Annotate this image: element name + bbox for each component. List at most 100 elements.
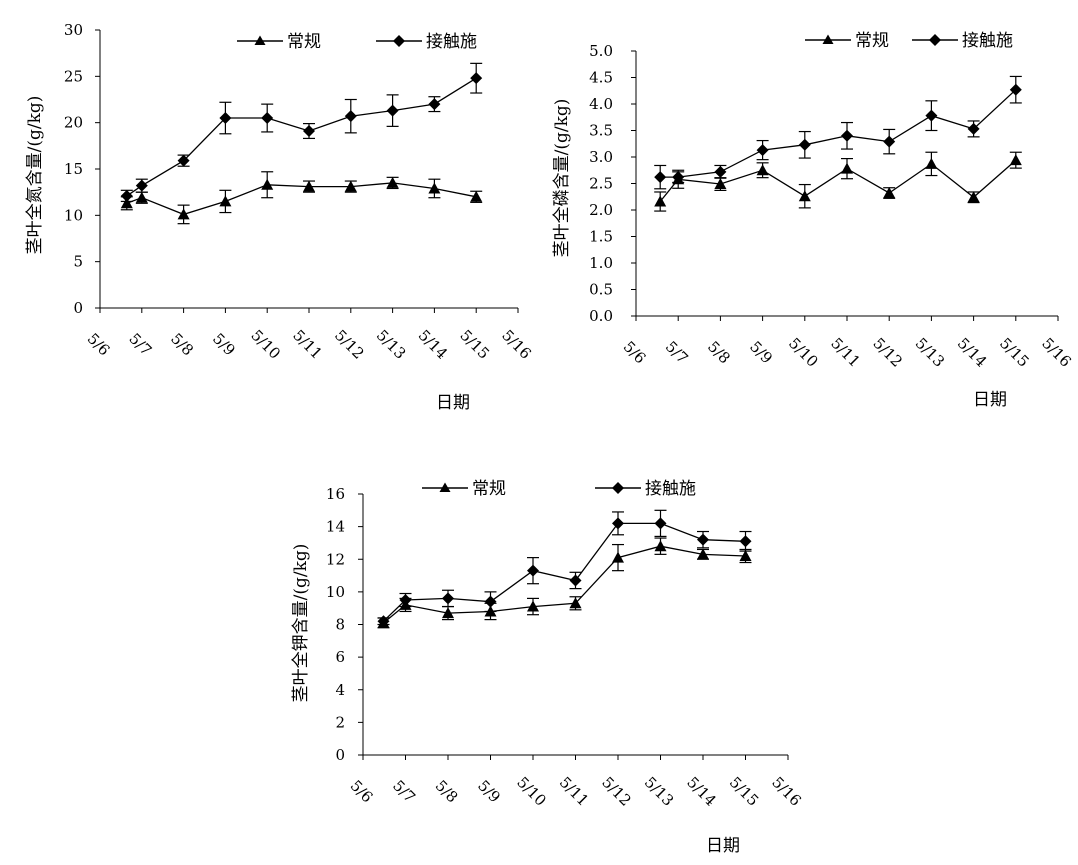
y-tick-label: 4.5 — [589, 69, 613, 87]
y-tick-label: 2.0 — [589, 201, 613, 219]
x-tick-label: 5/15 — [996, 334, 1033, 371]
x-tick-label: 5/8 — [167, 330, 197, 360]
panel-phosphorus: 常规 接触施 0.0 0.5 1.0 1.5 2.0 2.5 3.0 3.5 4.0 4.5 5.0… — [552, 31, 1075, 410]
x-tick-label: 5/14 — [954, 334, 991, 371]
x-tick-label: 5/8 — [704, 338, 734, 368]
point-marker-contact — [672, 171, 685, 184]
legend-contact-marker — [929, 34, 941, 46]
point-marker-contact — [527, 564, 539, 577]
x-tick-label: 5/12 — [869, 334, 906, 371]
legend-conventional-marker — [822, 34, 834, 44]
x-tick-label: 5/12 — [598, 773, 635, 810]
x-tick-label: 5/15 — [726, 773, 763, 810]
nitrogen-plot: 0 5 10 15 20 25 30 5/6 5/7 5/8 5/9 5/10 5/11 5/12 5/13… — [64, 21, 535, 363]
point-marker-contact — [739, 535, 752, 548]
point-marker-contact — [135, 179, 148, 192]
y-tick-label: 0.5 — [589, 281, 613, 299]
x-tick-label: 5/7 — [389, 777, 419, 807]
point-marker-contact — [925, 109, 938, 122]
x-tick-label: 5/16 — [1038, 334, 1075, 371]
x-tick-label: 5/10 — [785, 334, 822, 371]
x-tick-label: 5/9 — [209, 330, 239, 360]
point-marker-contact — [386, 104, 399, 117]
x-tick-label: 5/16 — [768, 773, 805, 810]
x-tick-label: 5/13 — [912, 334, 949, 371]
point-marker-contact — [612, 517, 624, 530]
point-marker-contact — [798, 138, 811, 151]
point-marker-conventional — [177, 208, 190, 220]
x-tick-label: 5/10 — [247, 326, 284, 363]
point-marker-conventional — [841, 162, 853, 174]
point-marker-contact — [344, 110, 357, 123]
x-tick-label: 5/9 — [474, 777, 504, 807]
y-tick-label: 25 — [64, 67, 83, 85]
point-marker-conventional — [470, 190, 483, 202]
point-marker-conventional — [386, 176, 399, 188]
y-tick-label: 30 — [64, 21, 83, 39]
point-marker-conventional — [428, 182, 441, 194]
nitrogen-legend: 常规 接触施 — [237, 32, 477, 52]
y-tick-label: 2.5 — [589, 175, 613, 193]
point-marker-conventional — [739, 549, 752, 561]
point-marker-contact — [470, 72, 483, 85]
y-tick-label: 6 — [335, 648, 345, 666]
point-marker-contact — [967, 122, 980, 135]
x-tick-label: 5/8 — [432, 777, 462, 807]
x-tick-label: 5/14 — [683, 773, 720, 810]
series-line-conventional — [383, 545, 746, 624]
point-marker-conventional — [442, 607, 454, 619]
potassium-x-axis-label: 日期 — [706, 836, 740, 856]
point-marker-conventional — [883, 187, 896, 199]
y-tick-label: 3.0 — [589, 148, 613, 166]
y-tick-label: 0.0 — [589, 307, 613, 325]
point-marker-conventional — [1009, 154, 1022, 166]
x-tick-label: 5/13 — [641, 773, 678, 810]
x-tick-label: 5/6 — [620, 338, 650, 368]
nitrogen-x-axis-label: 日期 — [436, 393, 470, 413]
x-tick-label: 5/6 — [347, 777, 377, 807]
series-line-conventional — [126, 182, 477, 216]
point-marker-conventional — [714, 178, 727, 190]
point-marker-conventional — [261, 178, 274, 190]
point-marker-contact — [399, 594, 412, 607]
x-tick-label: 5/10 — [513, 773, 550, 810]
y-tick-label: 10 — [64, 206, 83, 224]
phosphorus-plot: 0.0 0.5 1.0 1.5 2.0 2.5 3.0 3.5 4.0 4.5 5.0 5/6 5/7 5… — [589, 42, 1075, 371]
point-marker-conventional — [967, 191, 980, 203]
point-marker-conventional — [219, 195, 232, 207]
point-marker-contact — [883, 135, 896, 148]
x-tick-label: 5/12 — [331, 326, 368, 363]
y-tick-label: 2 — [335, 713, 345, 731]
legend-contact-marker — [393, 35, 405, 47]
legend-conventional-label: 常规 — [287, 32, 321, 52]
y-tick-label: 12 — [326, 550, 345, 568]
nitrogen-y-axis-label: 茎叶全氮含量/(g/kg) — [25, 96, 45, 255]
y-tick-label: 4.0 — [589, 95, 613, 113]
legend-contact-label: 接触施 — [645, 479, 696, 499]
y-tick-label: 8 — [335, 616, 345, 634]
point-marker-conventional — [612, 551, 624, 563]
point-marker-contact — [569, 574, 582, 587]
x-tick-label: 5/15 — [456, 326, 493, 363]
point-marker-contact — [714, 165, 727, 178]
point-marker-contact — [484, 595, 497, 608]
legend-contact-marker — [612, 482, 624, 494]
point-marker-conventional — [798, 190, 811, 202]
point-marker-conventional — [654, 540, 667, 552]
y-tick-label: 0 — [73, 299, 83, 317]
point-marker-contact — [120, 189, 133, 202]
point-marker-contact — [697, 533, 709, 546]
point-marker-contact — [377, 615, 390, 628]
legend-contact-label: 接触施 — [426, 32, 477, 52]
legend-contact-label: 接触施 — [962, 31, 1013, 51]
y-tick-label: 1.5 — [589, 228, 613, 246]
y-tick-label: 3.5 — [589, 122, 613, 140]
legend-conventional-label: 常规 — [472, 479, 506, 499]
point-marker-conventional — [527, 600, 539, 612]
series-line-conventional — [659, 159, 1017, 202]
x-tick-label: 5/11 — [827, 334, 864, 371]
y-tick-label: 5 — [73, 253, 83, 271]
point-marker-contact — [442, 592, 454, 605]
